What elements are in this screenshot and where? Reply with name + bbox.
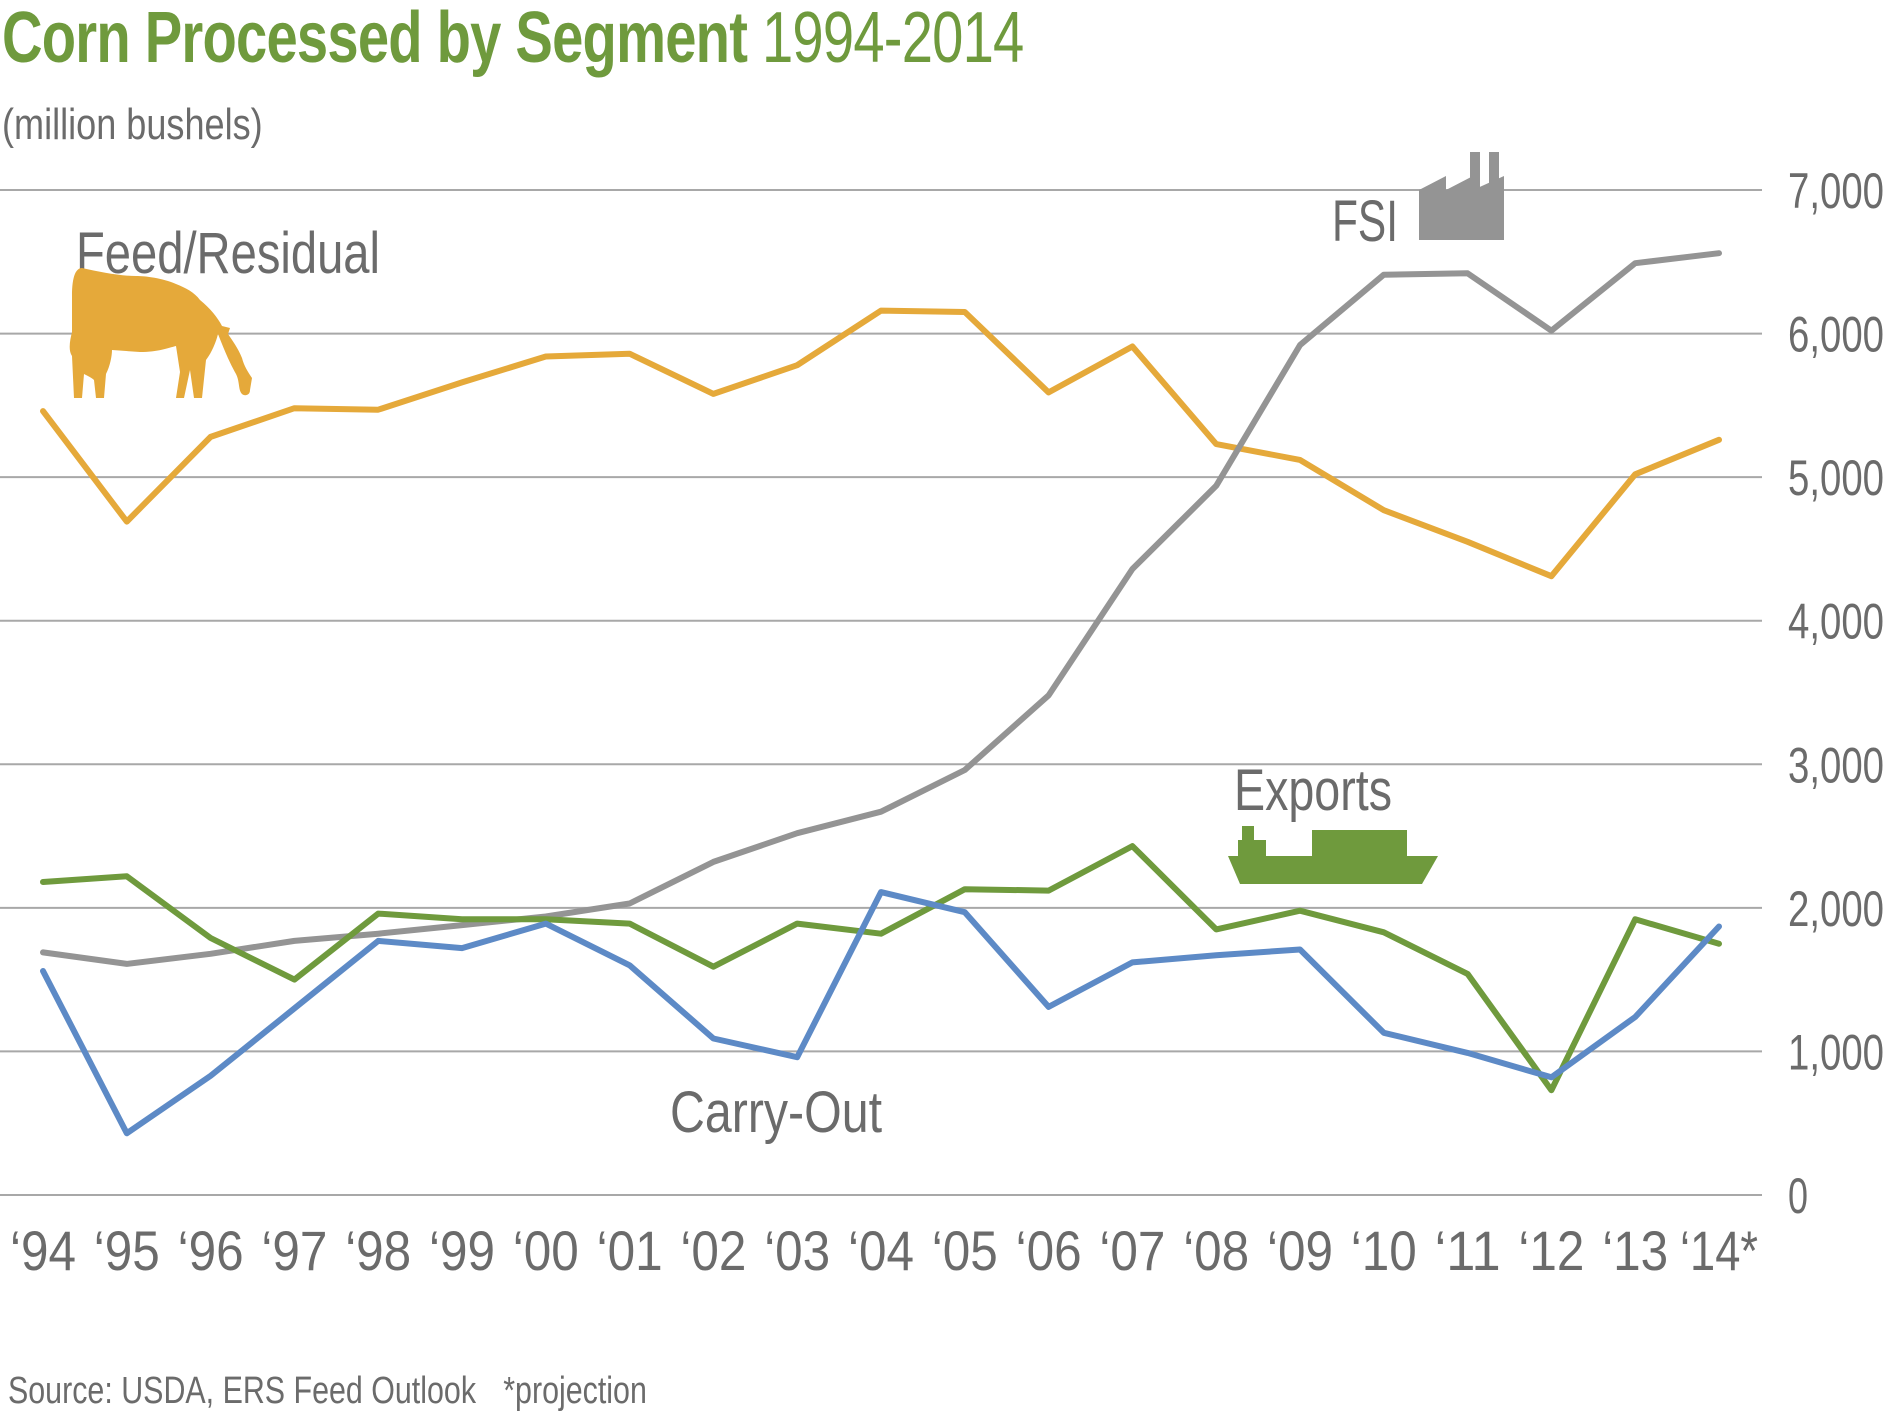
- x-tick-label: ‘09: [1267, 1219, 1333, 1282]
- series-line-fsi: [40, 250, 1722, 967]
- series-lines: [40, 250, 1722, 1137]
- x-tick-label: ‘04: [848, 1219, 914, 1282]
- x-tick-label: ‘11: [1435, 1219, 1501, 1282]
- factory-icon: [1419, 152, 1504, 240]
- series-line-feed-residual: [40, 307, 1722, 580]
- series-label-carry-out: Carry-Out: [670, 1080, 882, 1145]
- y-tick-label: 3,000: [1788, 737, 1884, 793]
- y-tick-label: 6,000: [1788, 307, 1884, 363]
- x-tick-label: ‘94: [10, 1219, 76, 1282]
- x-tick-labels: ‘94 ‘95 ‘96 ‘97 ‘98 ‘99 ‘00 ‘01 ‘02 ‘03 ‘04 ‘05 ‘06 ‘…: [10, 1219, 1758, 1282]
- projection-note: *projection: [503, 1370, 647, 1412]
- x-tick-label: ‘01: [597, 1219, 663, 1282]
- grid-lines: [0, 189, 1762, 1196]
- x-tick-label: ‘03: [764, 1219, 830, 1282]
- x-tick-label: ‘14*: [1680, 1219, 1758, 1282]
- y-tick-label: 1,000: [1788, 1024, 1884, 1080]
- series-label-feed-residual: Feed/Residual: [76, 221, 380, 286]
- y-tick-label: 4,000: [1788, 594, 1884, 650]
- x-tick-label: ‘02: [680, 1219, 746, 1282]
- x-tick-label: ‘13: [1602, 1219, 1668, 1282]
- x-tick-label: ‘05: [932, 1219, 998, 1282]
- x-tick-label: ‘07: [1099, 1219, 1165, 1282]
- series-label-fsi: FSI: [1332, 189, 1398, 254]
- series-label-exports: Exports: [1234, 758, 1392, 823]
- chart-footer: Source: USDA, ERS Feed Outlook *projectio…: [8, 1370, 647, 1413]
- y-tick-labels: 0 1,000 2,000 3,000 4,000 5,000 6,000 7,000: [1788, 163, 1884, 1224]
- y-tick-label: 2,000: [1788, 881, 1884, 937]
- y-tick-label: 5,000: [1788, 450, 1884, 506]
- y-tick-label: 0: [1788, 1168, 1808, 1224]
- source-note: Source: USDA, ERS Feed Outlook: [8, 1370, 477, 1412]
- chart-title: Corn Processed by Segment 1994-2014: [2, 2, 1024, 74]
- x-tick-label: ‘00: [513, 1219, 579, 1282]
- y-tick-label: 7,000: [1788, 163, 1884, 219]
- x-tick-label: ‘97: [261, 1219, 327, 1282]
- x-tick-label: ‘96: [178, 1219, 244, 1282]
- x-tick-label: ‘06: [1016, 1219, 1082, 1282]
- x-tick-label: ‘98: [345, 1219, 411, 1282]
- x-tick-label: ‘95: [94, 1219, 160, 1282]
- x-tick-label: ‘12: [1518, 1219, 1584, 1282]
- chart-subtitle: (million bushels): [2, 100, 263, 149]
- series-line-carry-out: [40, 889, 1722, 1137]
- series-line-exports: [40, 843, 1722, 1094]
- chart-title-years: 1994-2014: [761, 0, 1024, 78]
- x-tick-label: ‘08: [1183, 1219, 1249, 1282]
- chart-title-main: Corn Processed by Segment: [2, 0, 748, 78]
- cow-icon: [69, 268, 252, 398]
- x-tick-label: ‘99: [429, 1219, 495, 1282]
- x-tick-label: ‘10: [1351, 1219, 1417, 1282]
- cargo-ship-icon: [1228, 826, 1438, 884]
